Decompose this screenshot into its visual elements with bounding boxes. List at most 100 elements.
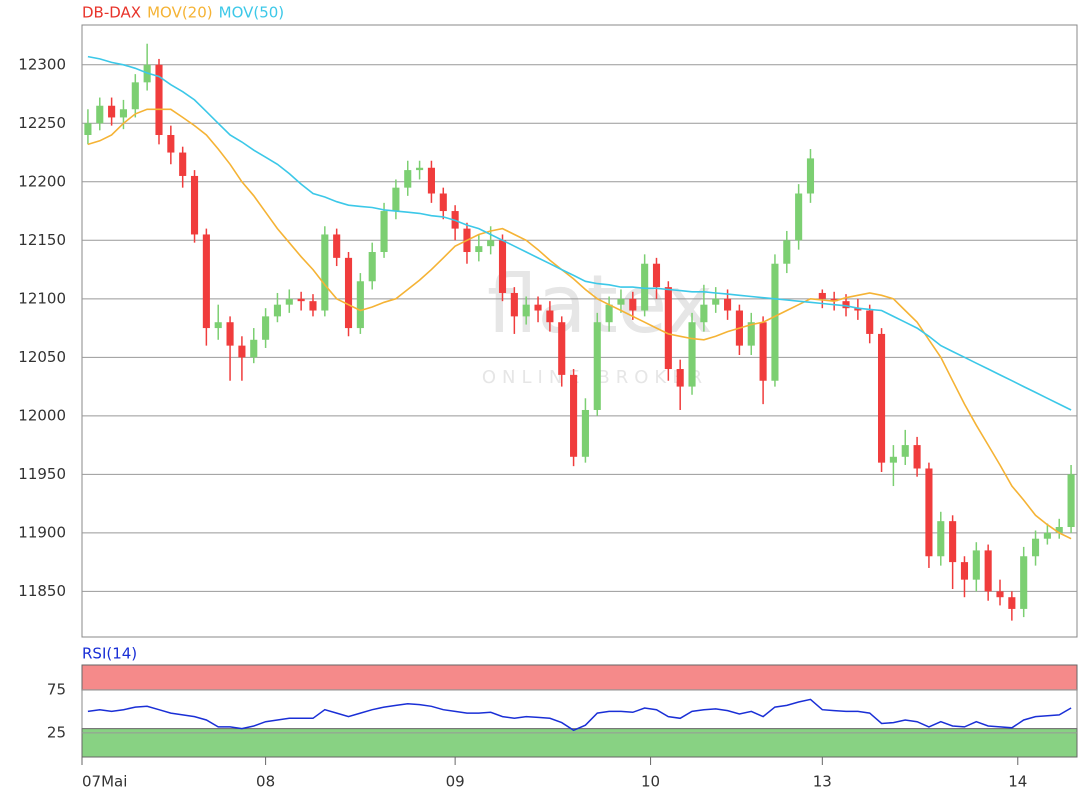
moving-average-line [87,108,1072,540]
candle-body [949,521,957,563]
candle-body [830,298,838,302]
candle-body [392,187,400,212]
candle-body [605,304,613,323]
y-tick-label: 12250 [18,114,66,132]
candle-body [214,322,222,329]
candle-body [368,252,376,282]
candle-body [641,263,649,311]
candle-body [321,234,329,311]
candle-body [238,345,246,358]
candle-body [795,193,803,241]
candle-body [866,310,874,334]
candle-body [416,167,424,171]
candle-body [1067,474,1075,528]
x-tick-label: 13 [813,773,832,791]
candle-body [404,170,412,188]
candle-body [1055,527,1063,533]
candle-body [475,246,483,253]
y-tick-label: 11950 [18,465,66,483]
candle-body [925,468,933,557]
candle-body [84,123,92,135]
candle-body [581,409,589,457]
candle-body [226,322,234,346]
candle-body [510,292,518,317]
price-panel [81,24,1078,638]
candle-body [783,240,791,264]
candle-body [593,322,601,410]
candle-body [972,550,980,580]
candle-body [131,82,139,110]
candle-body [285,298,293,305]
candle-body [676,369,684,387]
legend-entry: MOV(50) [219,4,285,22]
x-tick-label: 09 [446,773,465,791]
candle-body [759,322,767,381]
candle-body [498,240,507,293]
candle-body [984,550,992,592]
candle-body [167,134,175,153]
y-tick-label: 11900 [18,523,66,541]
candle-body [190,175,199,235]
candle-body [546,310,554,323]
y-tick-label: 12100 [18,289,66,307]
candle-body [522,304,530,317]
candle-body [297,298,305,302]
legend-entry: DB-DAX [82,4,141,22]
candle-body [664,287,672,370]
candle-body [487,240,495,247]
rsi-line [87,698,1072,732]
candle-body [901,445,909,457]
candle-body [356,281,364,329]
candle-body [262,316,270,340]
y-tick-label: 12200 [18,172,66,190]
candle-body [202,234,210,329]
candle-body [688,322,696,387]
candle-body [913,445,921,469]
candle-body [1020,556,1028,609]
candle-body [854,308,862,311]
candle-body [842,301,850,309]
candle-body [309,301,317,311]
candle-body [558,322,566,375]
candle-body [700,304,708,323]
y-tick-label: 75 [47,680,66,698]
legend-entry: MOV(20) [147,4,213,22]
candle-body [427,167,435,194]
candle-body [878,333,886,463]
y-tick-label: 12300 [18,55,66,73]
candle-body [652,263,661,288]
candle-body [344,257,353,329]
rsi-band [81,664,1078,691]
candle-body [179,152,187,176]
candle-body [1031,538,1040,557]
x-tick-label: 07Mai [82,773,127,791]
candle-body [108,105,116,118]
y-tick-label: 11850 [18,582,66,600]
candle-body [534,304,542,311]
candle-body [333,234,341,258]
candle-body [439,193,447,212]
candle-body [155,64,163,135]
candle-body [724,298,732,311]
candle-body [889,456,897,463]
candle-body [937,521,945,557]
x-tick-label: 10 [641,773,660,791]
candle-body [996,591,1004,598]
candle-body [570,374,578,457]
y-tick-label: 12150 [18,231,66,249]
y-tick-label: 25 [47,723,66,741]
candle-body [380,211,388,253]
candle-body [119,109,128,118]
candle-body [712,298,720,305]
y-tick-label: 12050 [18,348,66,366]
candle-body [806,158,815,194]
candle-body [747,322,755,346]
candle-body [273,304,281,317]
candle-body [250,339,258,358]
candle-body [96,105,104,124]
moving-average-line [87,55,1072,411]
candle-body [1008,597,1016,609]
indicator-label: RSI(14) [82,645,137,663]
watermark-sub: ONLINE BROKER [482,367,708,388]
